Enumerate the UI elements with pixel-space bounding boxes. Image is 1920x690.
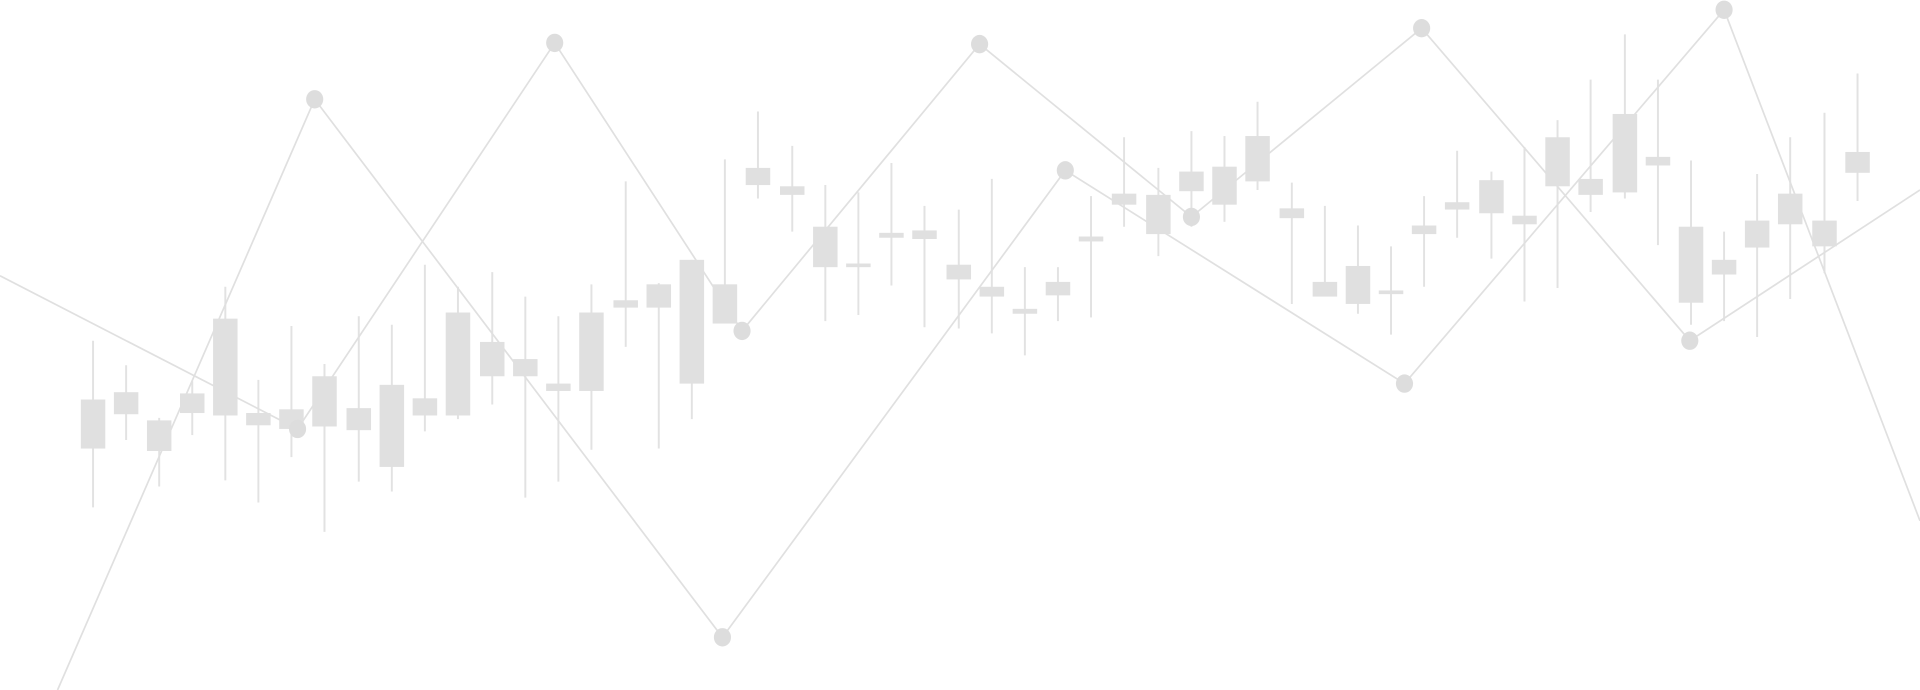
candle-body <box>546 383 571 391</box>
candle-body <box>1179 171 1204 192</box>
candle-body <box>1744 220 1770 248</box>
trend-point <box>971 34 989 54</box>
trend-line <box>56 8 1920 690</box>
candle-body <box>379 384 405 467</box>
candle-body <box>445 312 471 416</box>
candle-body <box>1545 137 1570 187</box>
trend-point <box>733 321 751 341</box>
candle-body <box>1078 236 1104 242</box>
candle-body <box>346 408 372 431</box>
candle-body <box>613 300 638 308</box>
candle-body <box>1645 156 1671 166</box>
candle-body <box>113 392 139 415</box>
trend-point <box>1182 207 1200 227</box>
candle-body <box>1777 193 1803 225</box>
trend-points <box>288 0 1733 647</box>
trend-point <box>306 90 324 109</box>
trend-line <box>0 26 1920 431</box>
trend-point <box>1395 374 1414 393</box>
trend-point <box>1056 161 1074 180</box>
candle-body <box>1812 220 1837 247</box>
candle-body <box>879 232 904 238</box>
candle-body <box>246 413 271 426</box>
candle-body <box>1479 180 1504 214</box>
candle-body <box>1045 281 1071 296</box>
candle-body <box>1212 166 1237 205</box>
candle-body <box>1678 226 1704 303</box>
candle-body <box>679 259 705 384</box>
candle-body <box>1444 202 1470 210</box>
trend-point <box>1715 0 1733 19</box>
candle-body <box>1845 151 1870 173</box>
candle-body <box>1146 194 1171 235</box>
trend-point <box>288 419 307 439</box>
candle-body <box>946 264 972 280</box>
candle-body <box>1378 290 1404 295</box>
trend-point <box>713 628 732 647</box>
candle-body <box>513 359 538 377</box>
candle-body <box>780 186 805 195</box>
candle-body <box>912 230 937 239</box>
candle-body <box>480 341 505 377</box>
candle-body <box>1711 259 1737 275</box>
candle-body <box>1578 178 1603 195</box>
candle-body <box>646 284 672 308</box>
candle-body <box>1245 136 1270 182</box>
trend-point <box>546 33 564 53</box>
candle-body <box>1512 215 1537 225</box>
candle-body <box>846 263 871 268</box>
candle-body <box>180 393 205 414</box>
trend-point <box>1413 18 1431 38</box>
candle-body <box>1012 308 1038 314</box>
candle-body <box>979 286 1005 297</box>
candle-body <box>1345 265 1371 304</box>
candle-body <box>1312 281 1338 297</box>
candle-body <box>1111 193 1137 205</box>
candle-body <box>1411 225 1437 235</box>
trend-point <box>1681 331 1699 350</box>
candle-body <box>213 318 238 416</box>
candle-body <box>80 399 106 449</box>
candle-body <box>412 398 438 416</box>
candle-body <box>745 167 771 186</box>
candle-body <box>813 226 838 268</box>
candle-body <box>579 312 604 391</box>
candlesticks <box>80 34 1870 532</box>
candle-body <box>1279 208 1305 219</box>
